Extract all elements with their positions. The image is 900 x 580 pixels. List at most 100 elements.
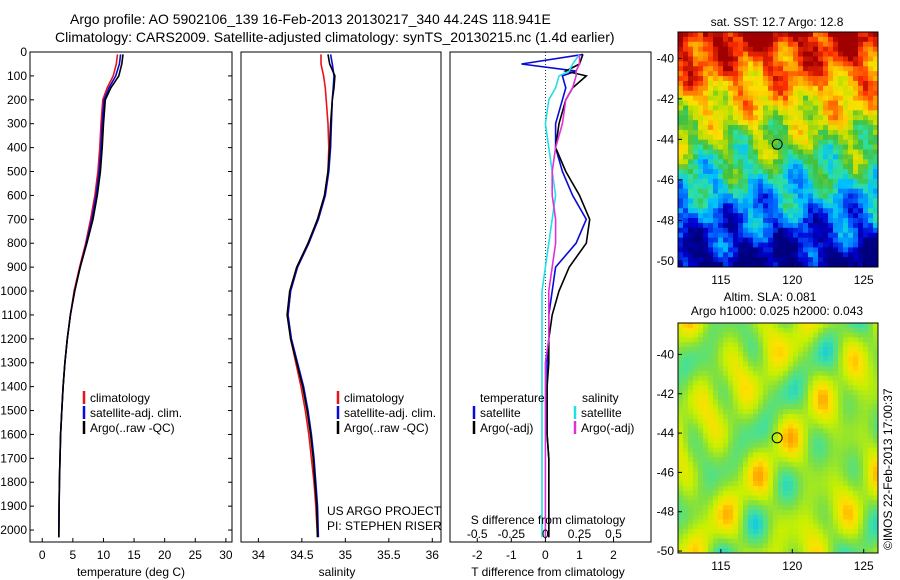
heatmap-cell — [768, 529, 774, 535]
heatmap-cell — [718, 41, 724, 48]
heatmap-cell — [758, 538, 764, 544]
heatmap-cell — [723, 173, 729, 180]
heatmap-cell — [848, 346, 854, 353]
heatmap-cell — [858, 36, 864, 43]
heatmap-cell — [793, 213, 799, 219]
heatmap-cell — [873, 332, 879, 338]
heatmap-cell — [718, 438, 724, 444]
heatmap-cell — [748, 100, 754, 106]
legend-label-s-satellite: satellite — [581, 406, 622, 420]
heatmap-cell — [778, 533, 784, 540]
heatmap-cell — [718, 95, 724, 101]
heatmap-cell — [733, 227, 739, 234]
heatmap-cell — [688, 208, 694, 214]
heatmap-cell — [683, 323, 689, 329]
heatmap-cell — [683, 337, 689, 343]
heatmap-cell — [823, 342, 829, 348]
heatmap-cell — [688, 533, 694, 540]
heatmap-cell — [723, 375, 729, 381]
temperature-legend: climatology satellite-adj. clim. Argo(..… — [82, 391, 182, 435]
heatmap-cell — [818, 193, 824, 199]
heatmap-cell — [738, 385, 744, 391]
heatmap-cell — [863, 438, 869, 444]
heatmap-cell — [688, 227, 694, 234]
heatmap-cell — [853, 351, 859, 357]
heatmap-cell — [718, 543, 724, 549]
heatmap-cell — [798, 149, 804, 155]
heatmap-cell — [753, 125, 759, 131]
heatmap-cell — [688, 461, 694, 468]
heatmap-cell — [723, 351, 729, 357]
heatmap-cell — [793, 222, 799, 229]
heatmap-cell — [738, 428, 744, 434]
heatmap-cell — [753, 457, 759, 463]
heatmap-cell — [713, 129, 719, 136]
heatmap-cell — [783, 529, 789, 535]
heatmap-cell — [688, 323, 694, 329]
heatmap-cell — [853, 404, 859, 410]
heatmap-cell — [868, 533, 874, 540]
heatmap-cell — [698, 385, 704, 391]
heatmap-cell — [768, 183, 774, 190]
heatmap-cell — [858, 95, 864, 101]
heatmap-cell — [798, 500, 804, 506]
heatmap-cell — [718, 342, 724, 348]
heatmap-cell — [783, 337, 789, 343]
heatmap-cell — [783, 61, 789, 67]
heatmap-cell — [733, 85, 739, 92]
heatmap-cell — [793, 461, 799, 468]
heatmap-cell — [718, 533, 724, 540]
heatmap-cell — [803, 390, 809, 396]
heatmap-cell — [693, 346, 699, 353]
heatmap-cell — [823, 85, 829, 92]
heatmap-cell — [798, 361, 804, 367]
heatmap-cell — [873, 533, 879, 540]
heatmap-cell — [863, 247, 869, 253]
heatmap-cell — [678, 519, 684, 525]
heatmap-cell — [723, 178, 729, 185]
heatmap-cell — [858, 457, 864, 463]
heatmap-cell — [793, 80, 799, 87]
heatmap-cell — [778, 500, 784, 506]
heatmap-cell — [853, 134, 859, 141]
heatmap-cell — [843, 361, 849, 367]
heatmap-cell — [703, 129, 709, 136]
heatmap-cell — [793, 399, 799, 405]
heatmap-cell — [843, 438, 849, 444]
heatmap-cell — [808, 452, 814, 458]
heatmap-cell — [763, 351, 769, 357]
heatmap-cell — [683, 423, 689, 429]
heatmap-cell — [823, 323, 829, 329]
heatmap-cell — [683, 115, 689, 121]
heatmap-cell — [848, 342, 854, 348]
heatmap-cell — [793, 90, 799, 97]
heatmap-cell — [733, 471, 739, 477]
heatmap-cell — [693, 452, 699, 458]
heatmap-cell — [733, 342, 739, 348]
heatmap-cell — [693, 164, 699, 170]
heatmap-cell — [683, 538, 689, 544]
heatmap-cell — [693, 71, 699, 77]
heatmap-cell — [698, 203, 704, 209]
heatmap-cell — [813, 495, 819, 501]
heatmap-cell — [693, 476, 699, 482]
heatmap-cell — [743, 418, 749, 425]
heatmap-cell — [733, 370, 739, 377]
heatmap-cell — [848, 134, 854, 141]
heatmap-cell — [808, 149, 814, 155]
heatmap-cell — [738, 394, 744, 401]
heatmap-cell — [783, 514, 789, 520]
heatmap-cell — [753, 524, 759, 530]
heatmap-cell — [848, 452, 854, 458]
heatmap-cell — [793, 183, 799, 190]
heatmap-cell — [713, 178, 719, 185]
heatmap-cell — [678, 495, 684, 501]
heatmap-cell — [763, 457, 769, 463]
heatmap-cell — [873, 71, 879, 77]
heatmap-cell — [843, 375, 849, 381]
heatmap-cell — [828, 193, 834, 199]
heatmap-cell — [728, 524, 734, 530]
heatmap-cell — [703, 438, 709, 444]
heatmap-cell — [723, 385, 729, 391]
heatmap-cell — [693, 370, 699, 377]
